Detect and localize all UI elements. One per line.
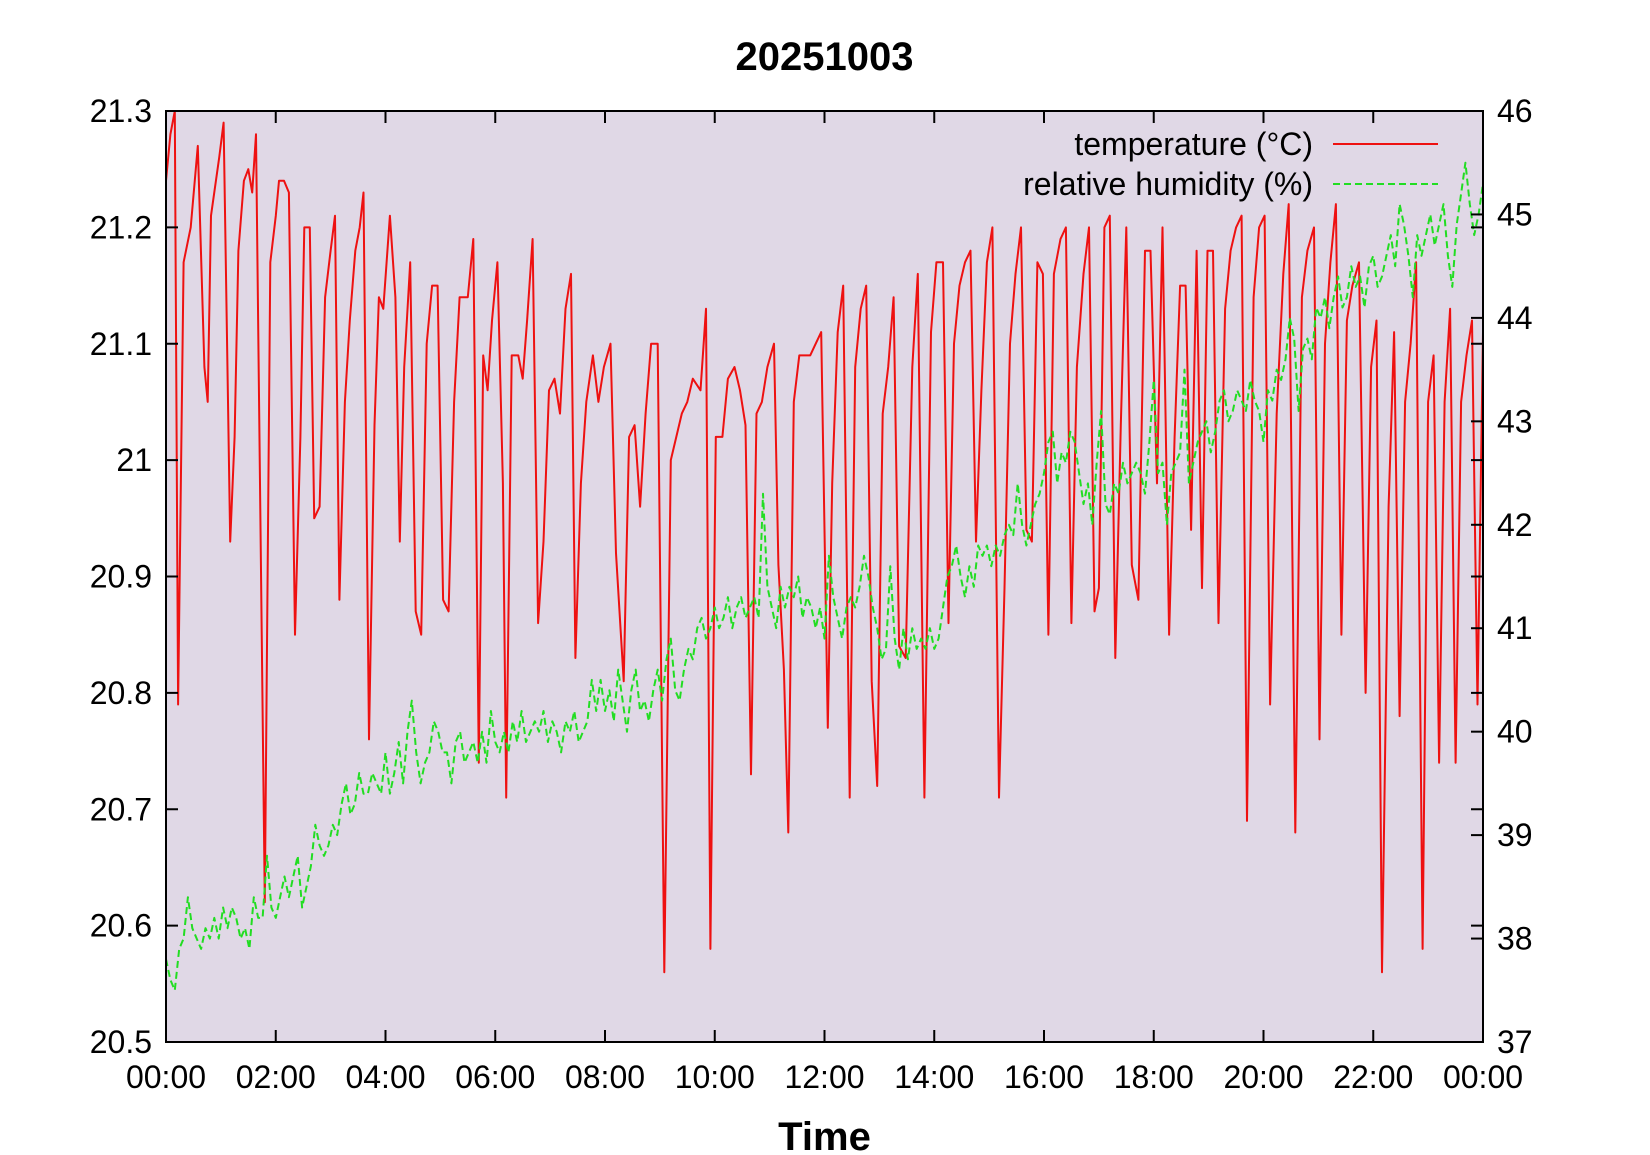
y-tick-label: 20.8 [90, 675, 152, 711]
y2-tick-label: 40 [1497, 714, 1533, 750]
x-tick-label: 00:00 [1443, 1059, 1523, 1095]
y-tick-label: 21 [116, 442, 152, 478]
x-tick-label: 00:00 [126, 1059, 206, 1095]
y2-tick-label: 46 [1497, 93, 1533, 129]
x-tick-label: 08:00 [565, 1059, 645, 1095]
x-tick-label: 20:00 [1223, 1059, 1303, 1095]
y2-tick-label: 45 [1497, 196, 1533, 232]
x-tick-label: 10:00 [675, 1059, 755, 1095]
x-tick-label: 22:00 [1333, 1059, 1413, 1095]
x-axis-label: Time [778, 1115, 871, 1155]
y2-tick-label: 42 [1497, 507, 1533, 543]
y-tick-label: 20.9 [90, 559, 152, 595]
series-layer [165, 110, 1484, 992]
x-tick-label: 06:00 [455, 1059, 535, 1095]
axes: 20.5 20.6 20.7 20.8 20.9 21 21.1 21.2 21.3 37 38 39… [90, 93, 1533, 1095]
y-tick-label: 20.6 [90, 908, 152, 944]
series-line-humidity [165, 161, 1484, 992]
x-tick-label: 04:00 [345, 1059, 425, 1095]
y2-tick-label: 43 [1497, 403, 1533, 439]
y2-tick-label: 38 [1497, 921, 1533, 957]
x-tick-label: 02:00 [236, 1059, 316, 1095]
legend-label-temperature: temperature (°C) [1074, 126, 1313, 162]
y2-tick-label: 39 [1497, 817, 1533, 853]
legend-label-humidity: relative humidity (%) [1023, 166, 1313, 202]
x-tick-label: 12:00 [784, 1059, 864, 1095]
y-tick-label: 21.3 [90, 93, 152, 129]
y2-tick-label: 44 [1497, 300, 1533, 336]
x-tick-label: 18:00 [1114, 1059, 1194, 1095]
x-tick-label: 14:00 [894, 1059, 974, 1095]
y2-tick-label: 41 [1497, 610, 1533, 646]
y-tick-label: 20.5 [90, 1024, 152, 1060]
series-line-temperature [165, 110, 1484, 974]
y-tick-label: 21.1 [90, 326, 152, 362]
y-tick-label: 20.7 [90, 791, 152, 827]
chart-title: 20251003 [736, 35, 914, 79]
y-tick-label: 21.2 [90, 209, 152, 245]
x-tick-label: 16:00 [1004, 1059, 1084, 1095]
y2-tick-label: 37 [1497, 1024, 1533, 1060]
legend: temperature (°C) relative humidity (%) [1023, 126, 1438, 202]
